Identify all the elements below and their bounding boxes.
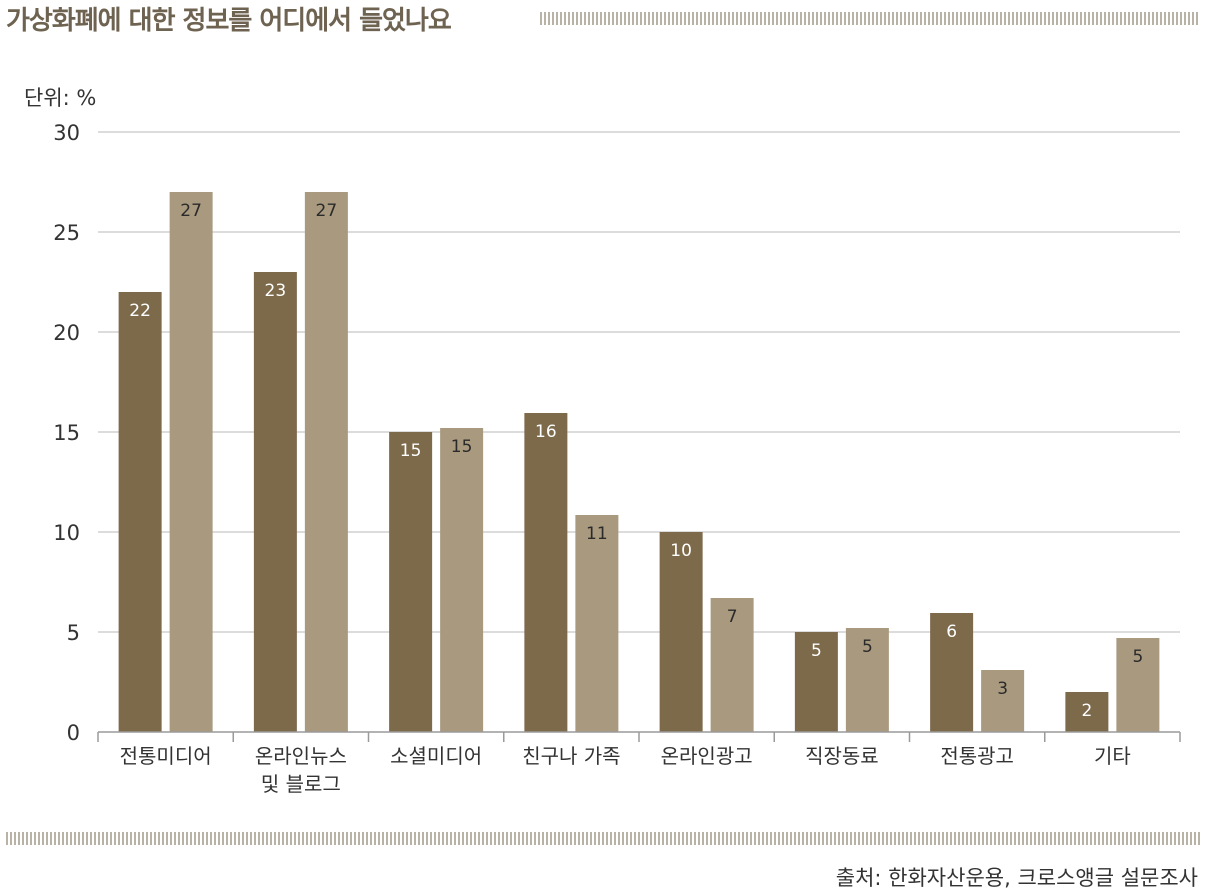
bar (794, 632, 838, 732)
y-tick-label: 20 (53, 321, 80, 345)
y-tick-label: 15 (53, 421, 80, 445)
data-label: 5 (862, 637, 873, 657)
x-category-label: 온라인뉴스 (255, 744, 347, 768)
data-label: 10 (670, 541, 692, 561)
x-category-label: 직장동료 (805, 744, 879, 768)
title-stripe-decoration (540, 12, 1200, 25)
data-label: 27 (316, 201, 338, 221)
chart-title: 가상화폐에 대한 정보를 어디에서 들었나요 (6, 6, 452, 36)
data-label: 15 (400, 441, 422, 461)
bar (845, 628, 889, 732)
data-label: 7 (727, 607, 738, 627)
bar (253, 272, 297, 732)
data-label: 27 (180, 201, 202, 221)
bottom-stripe-decoration (6, 832, 1200, 845)
x-category-label: 친구나 가족 (522, 744, 620, 768)
x-category-label: 온라인광고 (661, 744, 753, 768)
y-tick-label: 0 (67, 721, 80, 745)
data-label: 23 (265, 281, 287, 301)
x-category-label: 전통미디어 (120, 744, 212, 768)
y-tick-label: 10 (53, 521, 80, 545)
y-tick-label: 30 (53, 121, 80, 145)
bar (440, 428, 484, 732)
bar (524, 413, 568, 732)
bar (169, 192, 213, 732)
data-label: 5 (811, 641, 822, 661)
x-category-label: 소셜미디어 (390, 744, 482, 768)
data-label: 16 (535, 422, 557, 442)
x-category-label: 전통광고 (940, 744, 1014, 768)
data-label: 5 (1132, 647, 1143, 667)
x-category-label: 기타 (1094, 744, 1131, 768)
bar (710, 598, 754, 732)
x-category-label: 및 블로그 (261, 772, 341, 796)
bar (389, 432, 433, 732)
data-label: 6 (946, 622, 957, 642)
bar (304, 192, 348, 732)
bar (981, 670, 1025, 732)
bar (1065, 692, 1109, 732)
data-label: 22 (129, 301, 151, 321)
y-tick-label: 5 (67, 621, 80, 645)
bar (659, 532, 703, 732)
bar (1116, 638, 1160, 732)
bar (118, 292, 162, 732)
data-label: 11 (586, 524, 608, 544)
source-note: 출처: 한화자산운용, 크로스앵글 설문조사 (835, 866, 1198, 890)
bar (930, 613, 974, 732)
unit-label: 단위: % (24, 86, 97, 110)
bar (575, 515, 619, 732)
data-label: 2 (1081, 701, 1092, 721)
y-tick-label: 25 (53, 221, 80, 245)
data-label: 15 (451, 437, 473, 457)
data-label: 3 (997, 679, 1008, 699)
